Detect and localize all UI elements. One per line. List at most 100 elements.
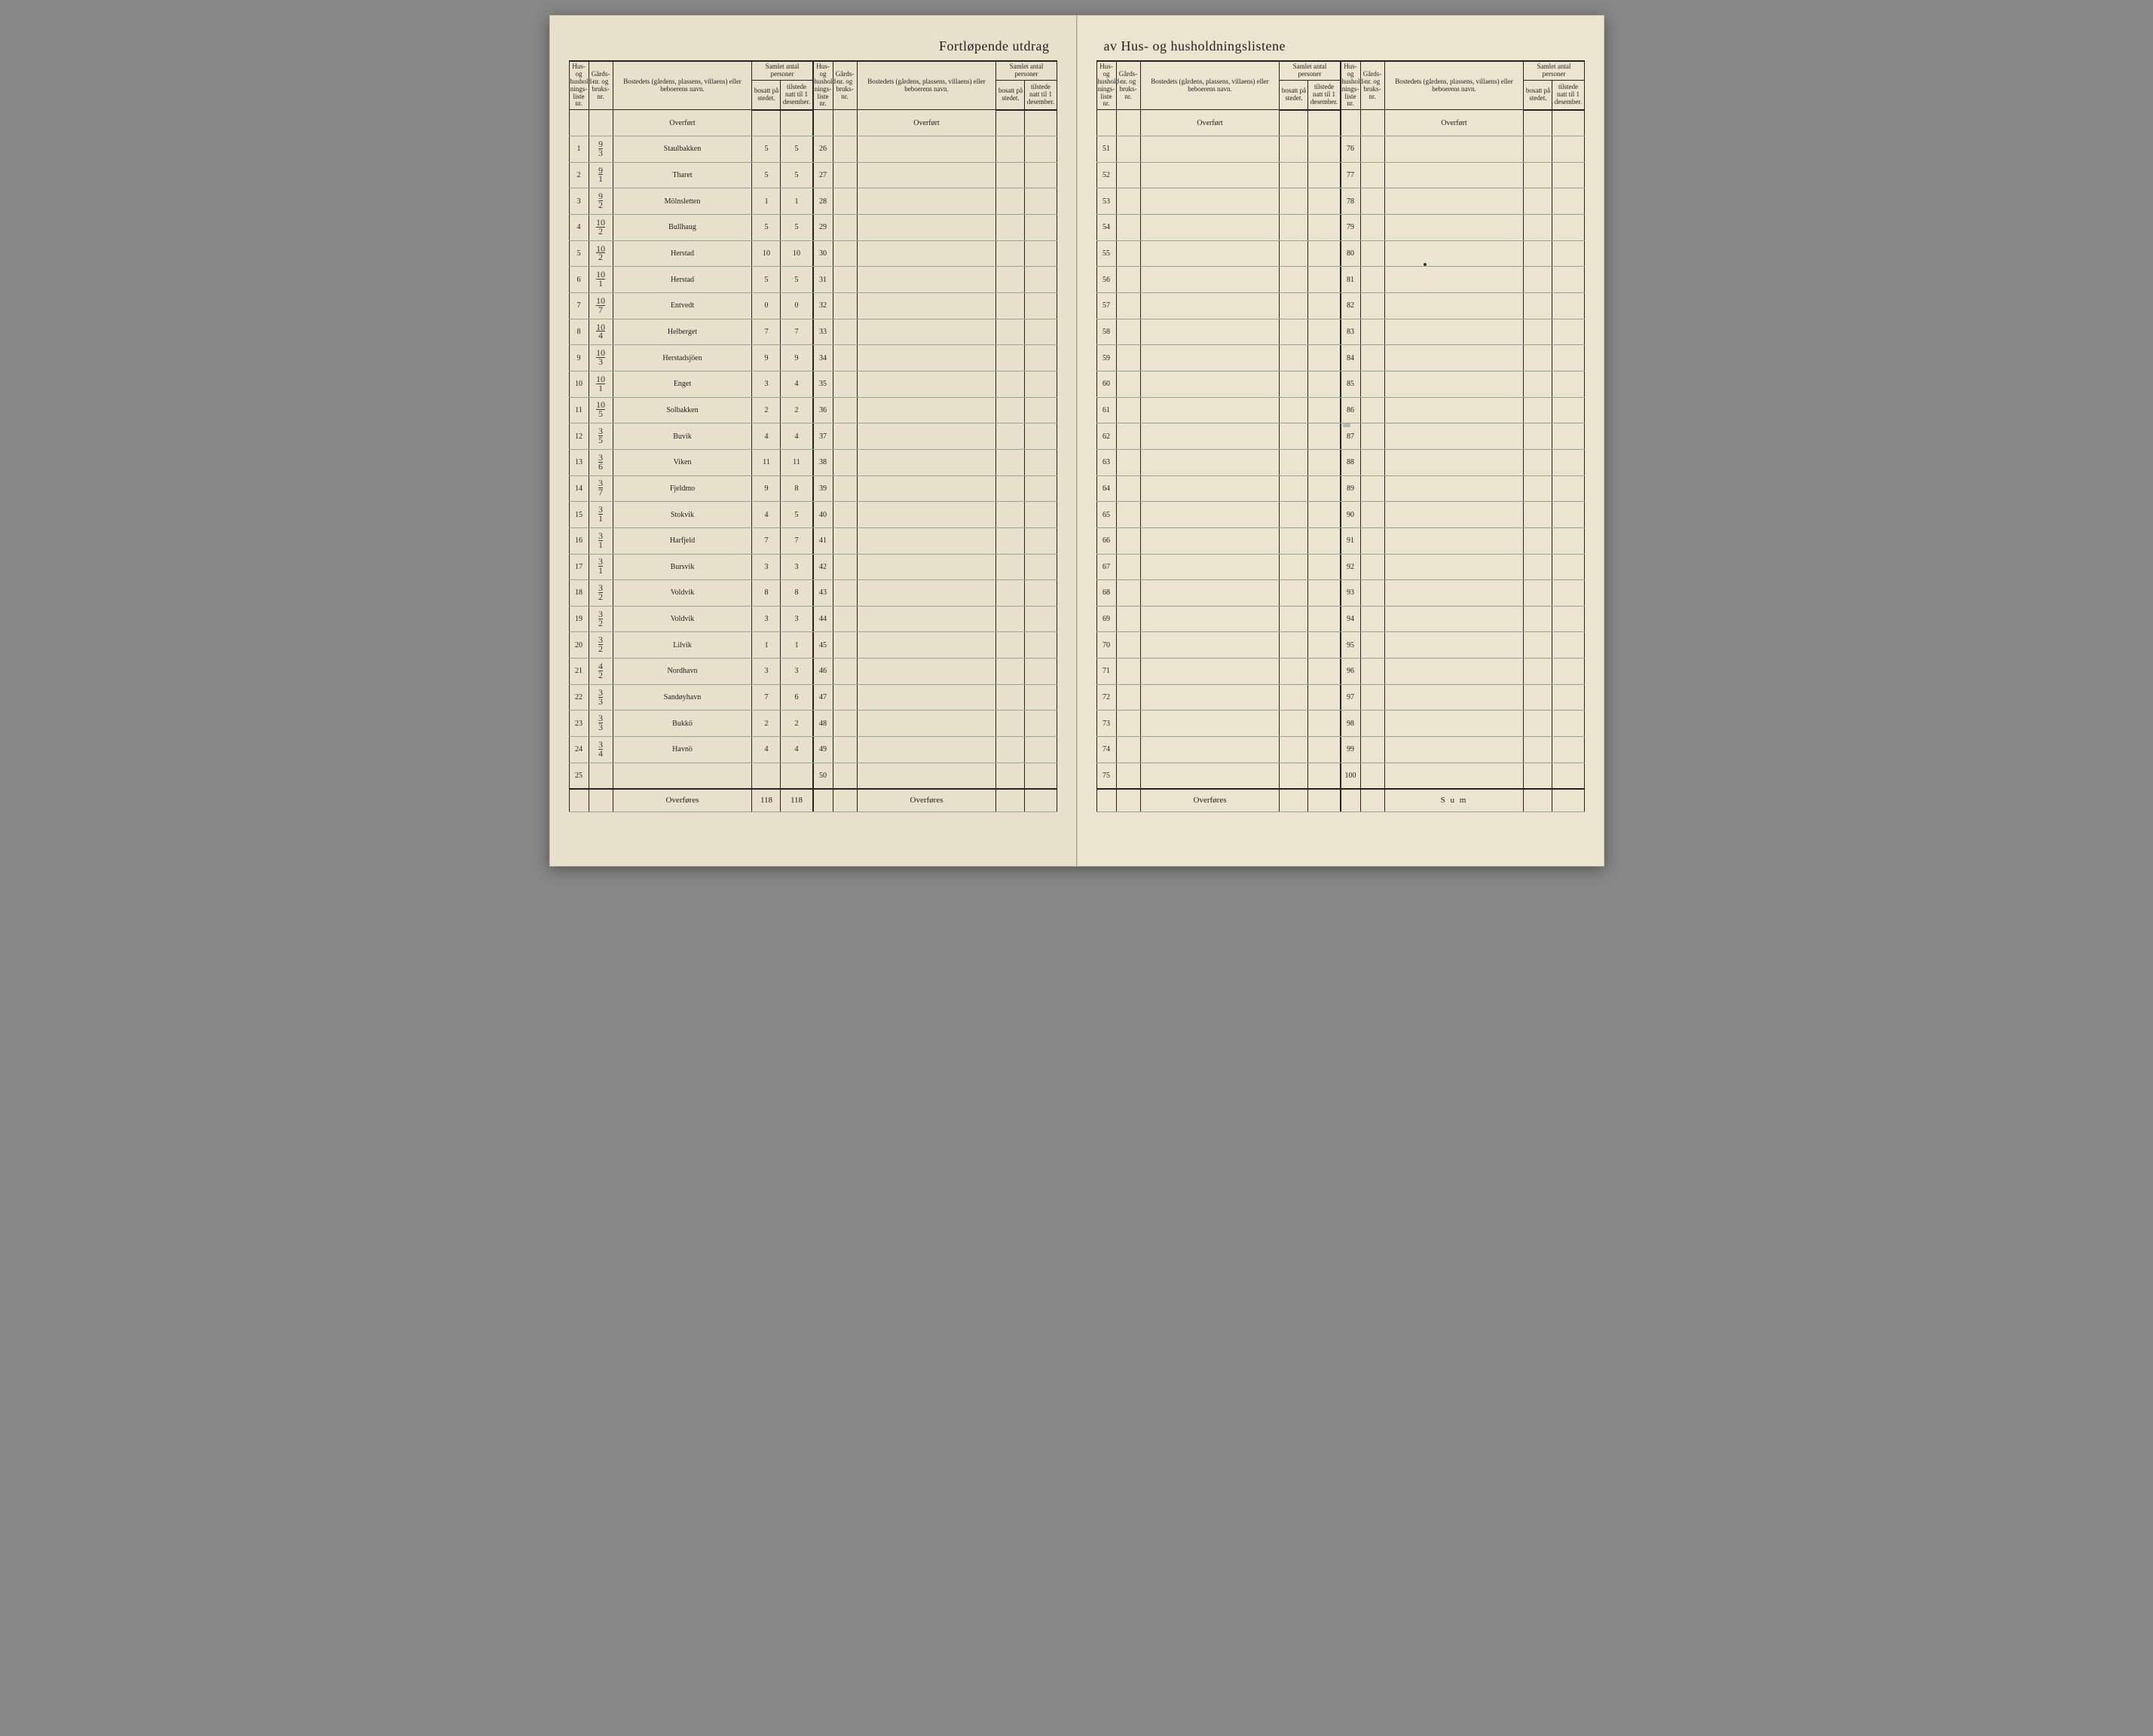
hdr-liste: Hus- og hushold-nings-liste nr. [1096,62,1116,110]
table-row: 19 32 Voldvik 3 3 [569,606,812,632]
table-header: Hus- og hushold-nings-liste nr. Gårds-nr… [569,62,812,110]
table-row: 87 [1341,423,1584,450]
row-number: 39 [813,475,833,502]
gards-fraction: 101 [596,375,605,393]
row-number: 99 [1341,737,1360,763]
table-row: 89 [1341,475,1584,502]
table-row: 9 103 Herstadsjöen 9 9 [569,345,812,371]
gards-cell: 31 [589,554,613,580]
total-bosatt [996,789,1025,811]
total-tilstede [1552,789,1584,811]
table-row: 42 [813,554,1057,580]
row-number: 40 [813,502,833,528]
bosatt-value: 4 [752,423,781,450]
table-row: 39 [813,475,1057,502]
bosted-name: Harfjeld [613,527,752,554]
row-number: 79 [1341,214,1360,240]
tilstede-value: 11 [781,449,812,475]
row-number: 46 [813,659,833,685]
row-number: 59 [1096,345,1116,371]
row-number: 10 [569,371,589,397]
total-bosatt [1524,789,1552,811]
right-page: av Hus- og husholdningslistene Hus- og h… [1077,15,1604,866]
table-row: 84 [1341,345,1584,371]
table-row: 27 [813,162,1057,188]
table-row: 85 [1341,371,1584,397]
page-title-left: Fortløpende utdrag [569,38,1057,54]
table-row: 30 [813,240,1057,267]
overfort-label: Overført [613,110,752,136]
bosatt-value: 9 [752,345,781,371]
table-row: 77 [1341,162,1584,188]
gards-fraction: 32 [598,610,603,628]
bosatt-value: 2 [752,711,781,737]
gards-cell: 42 [589,659,613,685]
row-number: 71 [1096,659,1116,685]
row-number: 42 [813,554,833,580]
gards-fraction: 105 [596,401,605,418]
row-number: 12 [569,423,589,450]
table-row: 66 [1096,527,1340,554]
row-number: 25 [569,763,589,789]
row-number: 63 [1096,449,1116,475]
tilstede-value: 8 [781,475,812,502]
row-number: 73 [1096,711,1116,737]
row-number: 52 [1096,162,1116,188]
table-row: 79 [1341,214,1584,240]
table-row: 88 [1341,449,1584,475]
row-number: 27 [813,162,833,188]
ledger-body-1: Overført 1 93 Staulbakken 5 5 2 91 Thare… [569,110,812,811]
bosatt-value: 4 [752,737,781,763]
row-number: 21 [569,659,589,685]
row-number: 68 [1096,580,1116,607]
bosatt-value: 3 [752,659,781,685]
tilstede-value [781,763,812,789]
hdr-liste: Hus- og hushold-nings-liste nr. [569,62,589,110]
table-row: 3 92 Mölnsletten 1 1 [569,188,812,215]
hdr-samlet: Samlet antal personer [996,62,1057,80]
table-row: 15 31 Stokvik 4 5 [569,502,812,528]
row-number: 28 [813,188,833,215]
bosted-name: Fjeldmo [613,475,752,502]
bosatt-value: 7 [752,684,781,711]
hdr-gards: Gårds-nr. og bruks-nr. [1116,62,1140,110]
table-row: 43 [813,580,1057,607]
right-tables: Hus- og hushold-nings-liste nr. Gårds-nr… [1096,60,1585,808]
row-number: 58 [1096,319,1116,345]
gards-cell: 33 [589,684,613,711]
gards-cell: 35 [589,423,613,450]
row-number: 41 [813,527,833,554]
ink-smudge [1343,423,1350,427]
table-row: 67 [1096,554,1340,580]
bosted-name: Helberget [613,319,752,345]
row-number: 66 [1096,527,1116,554]
table-row: 32 [813,292,1057,319]
table-row: 49 [813,737,1057,763]
gards-cell: 105 [589,397,613,423]
left-page: Fortløpende utdrag Hus- og hushold-nings… [549,15,1077,866]
tilstede-value: 4 [781,423,812,450]
tilstede-value: 3 [781,554,812,580]
ledger-col-4: Hus- og hushold-nings-liste nr. Gårds-nr… [1341,62,1585,812]
bosted-name: Sandøyhavn [613,684,752,711]
ledger-col-2: Hus- og hushold-nings-liste nr. Gårds-nr… [813,62,1057,812]
row-number: 33 [813,319,833,345]
bosatt-value: 3 [752,371,781,397]
table-row: 13 36 Viken 11 11 [569,449,812,475]
bosatt-value: 7 [752,319,781,345]
table-row: 24 34 Havnö 4 4 [569,737,812,763]
gards-cell: 34 [589,737,613,763]
hdr-gards: Gårds-nr. og bruks-nr. [833,62,857,110]
table-row: 17 31 Bursvik 3 3 [569,554,812,580]
table-row: 80 [1341,240,1584,267]
table-row: 69 [1096,606,1340,632]
gards-cell: 31 [589,527,613,554]
row-number: 94 [1341,606,1360,632]
bosatt-value: 11 [752,449,781,475]
table-row: 1 93 Staulbakken 5 5 [569,136,812,163]
row-number: 64 [1096,475,1116,502]
row-number: 36 [813,397,833,423]
row-number: 80 [1341,240,1360,267]
row-number: 89 [1341,475,1360,502]
gards-fraction: 36 [598,454,603,471]
